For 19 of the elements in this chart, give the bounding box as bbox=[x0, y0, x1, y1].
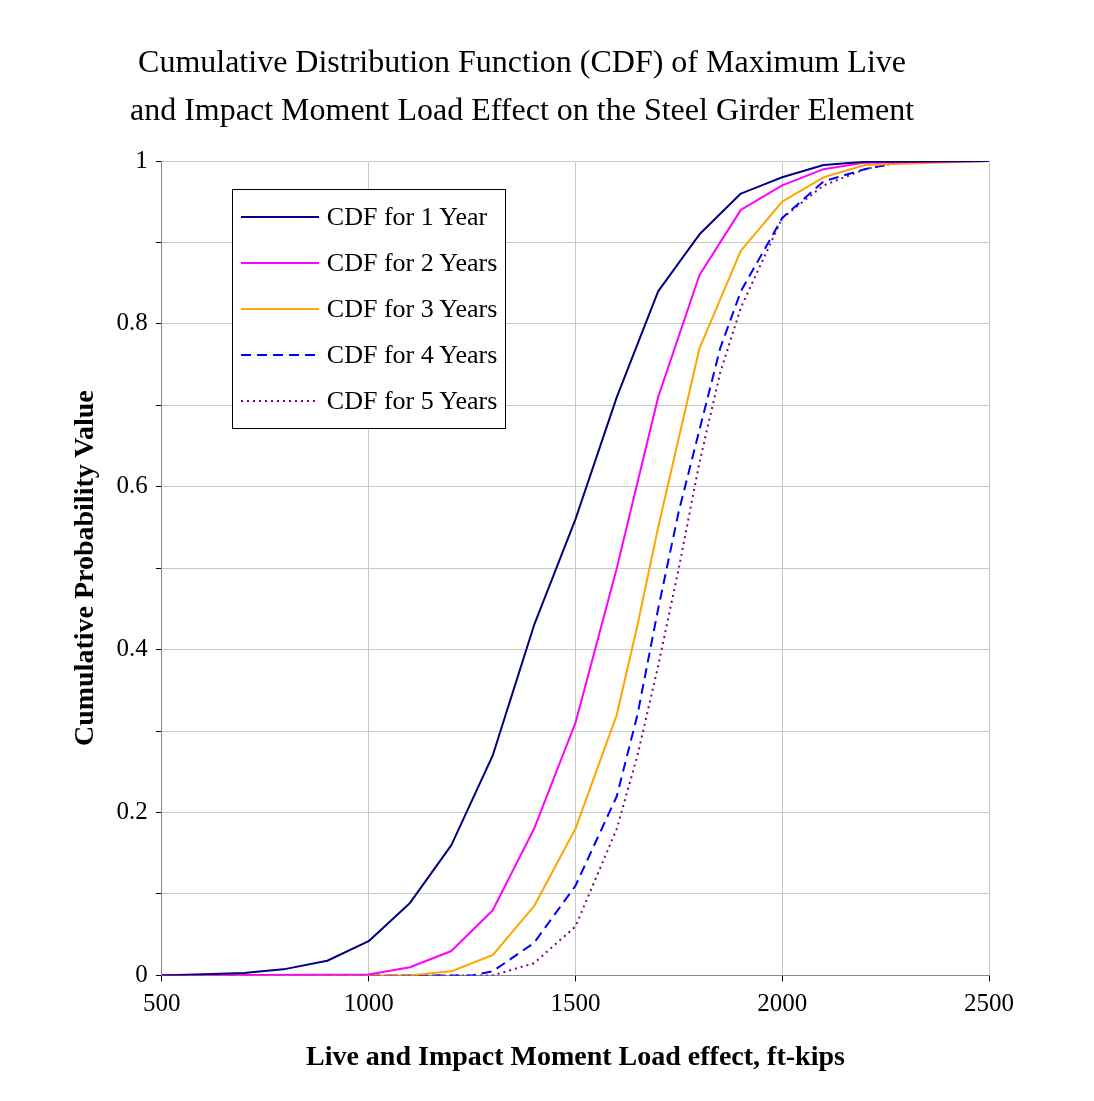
legend-label: CDF for 1 Year bbox=[326, 202, 488, 232]
x-axis-title: Live and Impact Moment Load effect, ft-kips bbox=[305, 1040, 845, 1072]
y-tick-label: 0.8 bbox=[116, 308, 148, 336]
y-tick-label: 0.2 bbox=[116, 797, 148, 825]
legend-label: CDF for 4 Years bbox=[326, 340, 498, 370]
legend-label: CDF for 3 Years bbox=[326, 294, 498, 324]
x-tick-label: 2000 bbox=[757, 988, 808, 1016]
y-axis-title: Cumulative Probability Value bbox=[68, 390, 100, 747]
y-tick-label: 1 bbox=[135, 145, 148, 173]
y-tick-label: 0.6 bbox=[116, 471, 148, 499]
legend-label: CDF for 5 Years bbox=[326, 386, 498, 416]
x-tick-label: 1500 bbox=[550, 988, 601, 1016]
chart-title: Cumulative Distribution Function (CDF) of Maximum Live and Impact Moment Load Effect on the Steel Girder Element bbox=[129, 43, 915, 128]
legend-label: CDF for 2 Years bbox=[326, 248, 498, 278]
x-tick-label: 500 bbox=[143, 988, 181, 1016]
y-tick-label: 0.4 bbox=[116, 634, 149, 662]
x-tick-label: 1000 bbox=[343, 988, 394, 1016]
y-tick-label: 0 bbox=[135, 959, 148, 987]
x-tick-label: 2500 bbox=[964, 988, 1014, 1016]
